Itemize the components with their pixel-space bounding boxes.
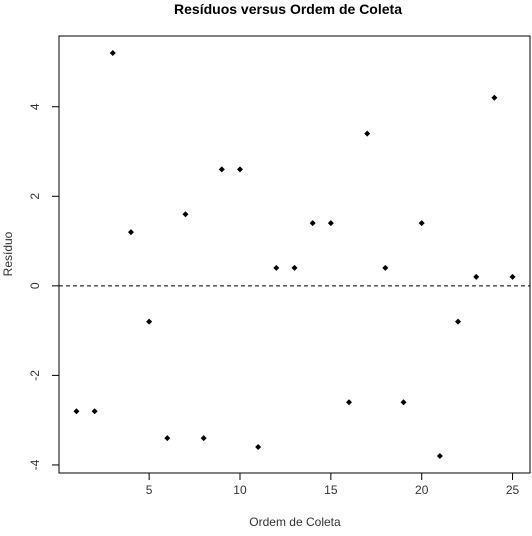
data-point — [273, 264, 280, 271]
data-point — [218, 166, 225, 173]
data-point — [182, 211, 189, 218]
data-point — [327, 220, 334, 227]
y-axis-label: Resíduo — [1, 231, 15, 276]
data-point — [200, 435, 207, 442]
data-point — [236, 166, 243, 173]
y-tick-label: -2 — [28, 370, 42, 381]
y-tick-label: 0 — [28, 282, 42, 289]
data-point — [382, 264, 389, 271]
data-point — [473, 273, 480, 280]
data-point — [255, 444, 262, 451]
y-tick-label: 4 — [28, 103, 42, 110]
x-axis: 5 10 15 20 25 — [146, 473, 520, 497]
data-point — [127, 229, 134, 236]
data-point — [146, 318, 153, 325]
data-point — [109, 50, 116, 57]
y-tick-label: -4 — [28, 459, 42, 470]
data-point — [455, 318, 462, 325]
x-tick-label: 20 — [415, 483, 429, 497]
x-tick-label: 5 — [146, 483, 153, 497]
data-point — [364, 130, 371, 137]
y-axis: -4 -2 0 2 4 — [28, 103, 59, 470]
data-point — [509, 273, 516, 280]
chart-title: Resíduos versus Ordem de Coleta — [174, 1, 402, 17]
y-tick-label: 2 — [28, 193, 42, 200]
data-point — [164, 435, 171, 442]
data-point — [491, 94, 498, 101]
plot-frame — [58, 35, 531, 474]
data-point — [418, 220, 425, 227]
x-tick-label: 25 — [506, 483, 520, 497]
data-points — [73, 50, 516, 459]
data-point — [436, 452, 443, 459]
data-point — [400, 399, 407, 406]
data-point — [309, 220, 316, 227]
x-axis-label: Ordem de Coleta — [249, 515, 341, 529]
data-point — [91, 408, 98, 415]
data-point — [73, 408, 80, 415]
x-tick-label: 15 — [324, 483, 338, 497]
x-tick-label: 10 — [233, 483, 247, 497]
data-point — [291, 264, 298, 271]
data-point — [346, 399, 353, 406]
